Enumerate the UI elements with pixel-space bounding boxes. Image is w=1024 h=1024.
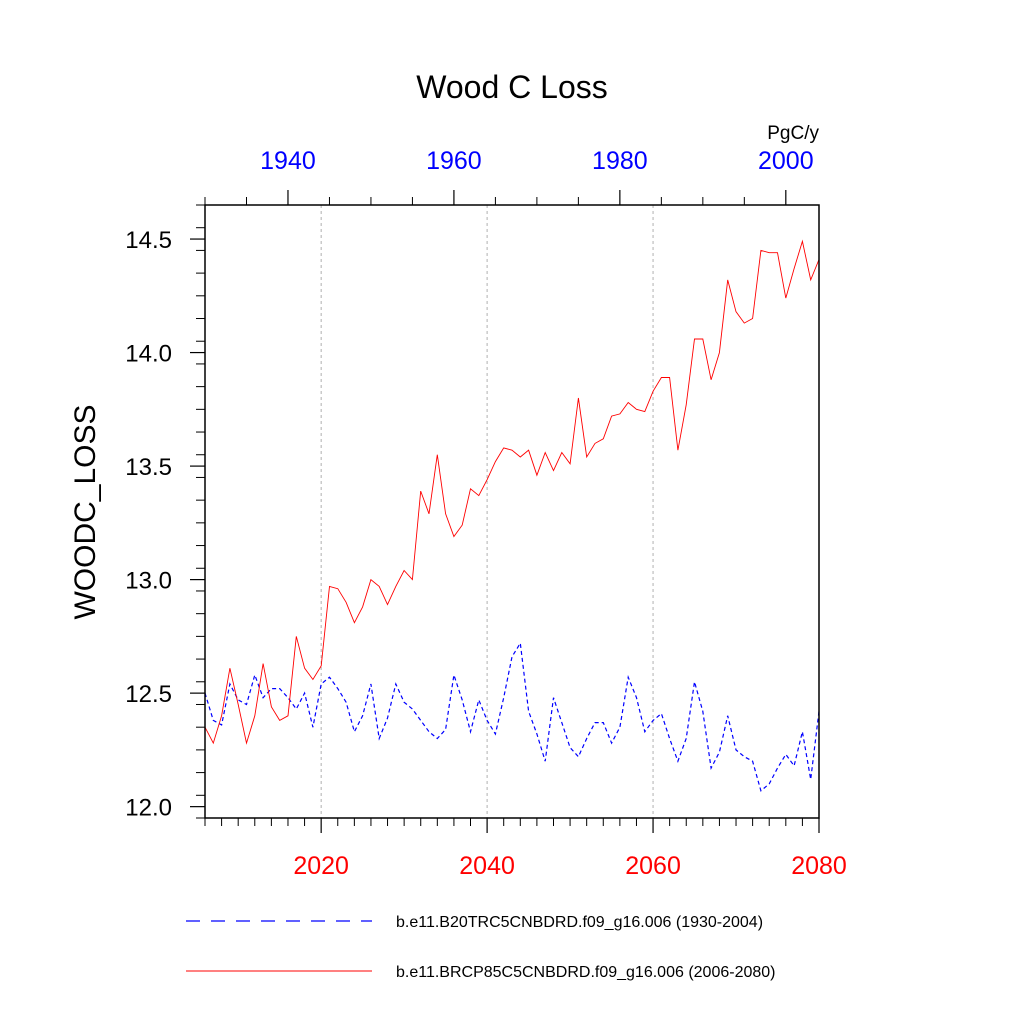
top-tick-label-2000: 2000 (758, 147, 814, 175)
series-line-1 (204, 239, 820, 745)
y-tick-label-12.0: 12.0 (125, 795, 172, 822)
y-tick-label-12.5: 12.5 (125, 681, 172, 708)
top-tick-label-1980: 1980 (592, 147, 648, 175)
plot-frame (204, 204, 820, 819)
y-tick-label-13.5: 13.5 (125, 454, 172, 481)
legend: b.e11.B20TRC5CNBDRD.f09_g16.006 (1930-20… (186, 914, 775, 981)
units-label: PgC/y (767, 123, 819, 144)
y-tick-label-13.0: 13.0 (125, 568, 172, 595)
y-tick-label-14.5: 14.5 (125, 227, 172, 254)
y-tick-label-14.0: 14.0 (125, 341, 172, 368)
grid-lines (320, 205, 654, 818)
y-axis-label: WOODC_LOSS (69, 404, 102, 619)
series-line-0 (204, 641, 820, 792)
top-tick-label-1940: 1940 (260, 147, 316, 175)
series-group (204, 239, 820, 792)
legend-label-0: b.e11.B20TRC5CNBDRD.f09_g16.006 (1930-20… (396, 914, 763, 931)
axes-group: 12.0 12.5 13.0 13.5 14.0 14.5 2020 2040 2060 2080… (125, 147, 847, 880)
bottom-tick-label-2040: 2040 (459, 852, 515, 880)
top-tick-label-1960: 1960 (426, 147, 482, 175)
chart-title: Wood C Loss (416, 69, 608, 105)
bottom-tick-label-2060: 2060 (625, 852, 681, 880)
bottom-tick-label-2020: 2020 (293, 852, 349, 880)
bottom-tick-label-2080: 2080 (791, 852, 847, 880)
legend-label-1: b.e11.BRCP85C5CNBDRD.f09_g16.006 (2006-2… (396, 964, 775, 981)
